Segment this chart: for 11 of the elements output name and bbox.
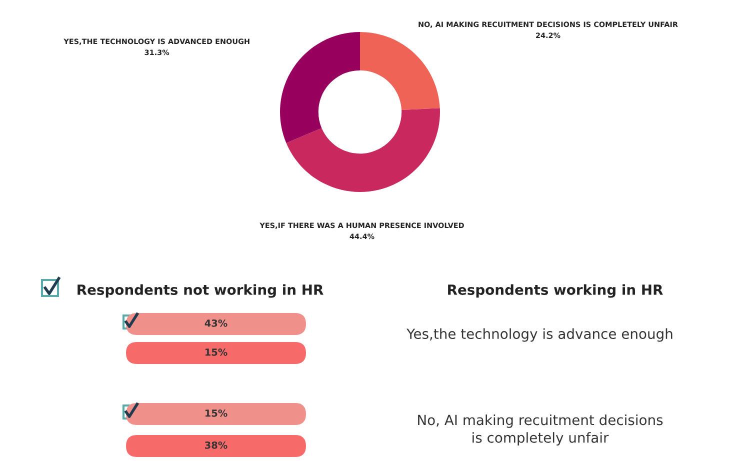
text: Respondents not working in HR xyxy=(78,284,324,298)
donut-slice xyxy=(280,32,360,143)
donut-slice xyxy=(286,108,440,192)
data-label: 15% xyxy=(205,409,228,417)
category-label: No, AI making recuitment decisions is completely unfair xyxy=(418,414,663,446)
category-label: Yes,the technology is advance enough xyxy=(406,328,672,342)
text: Respondents working in HR xyxy=(448,284,663,298)
data-label: 38% xyxy=(205,441,228,449)
data-label: 15% xyxy=(205,348,228,356)
donut-slice xyxy=(360,32,440,110)
data-label: 43% xyxy=(204,319,228,327)
